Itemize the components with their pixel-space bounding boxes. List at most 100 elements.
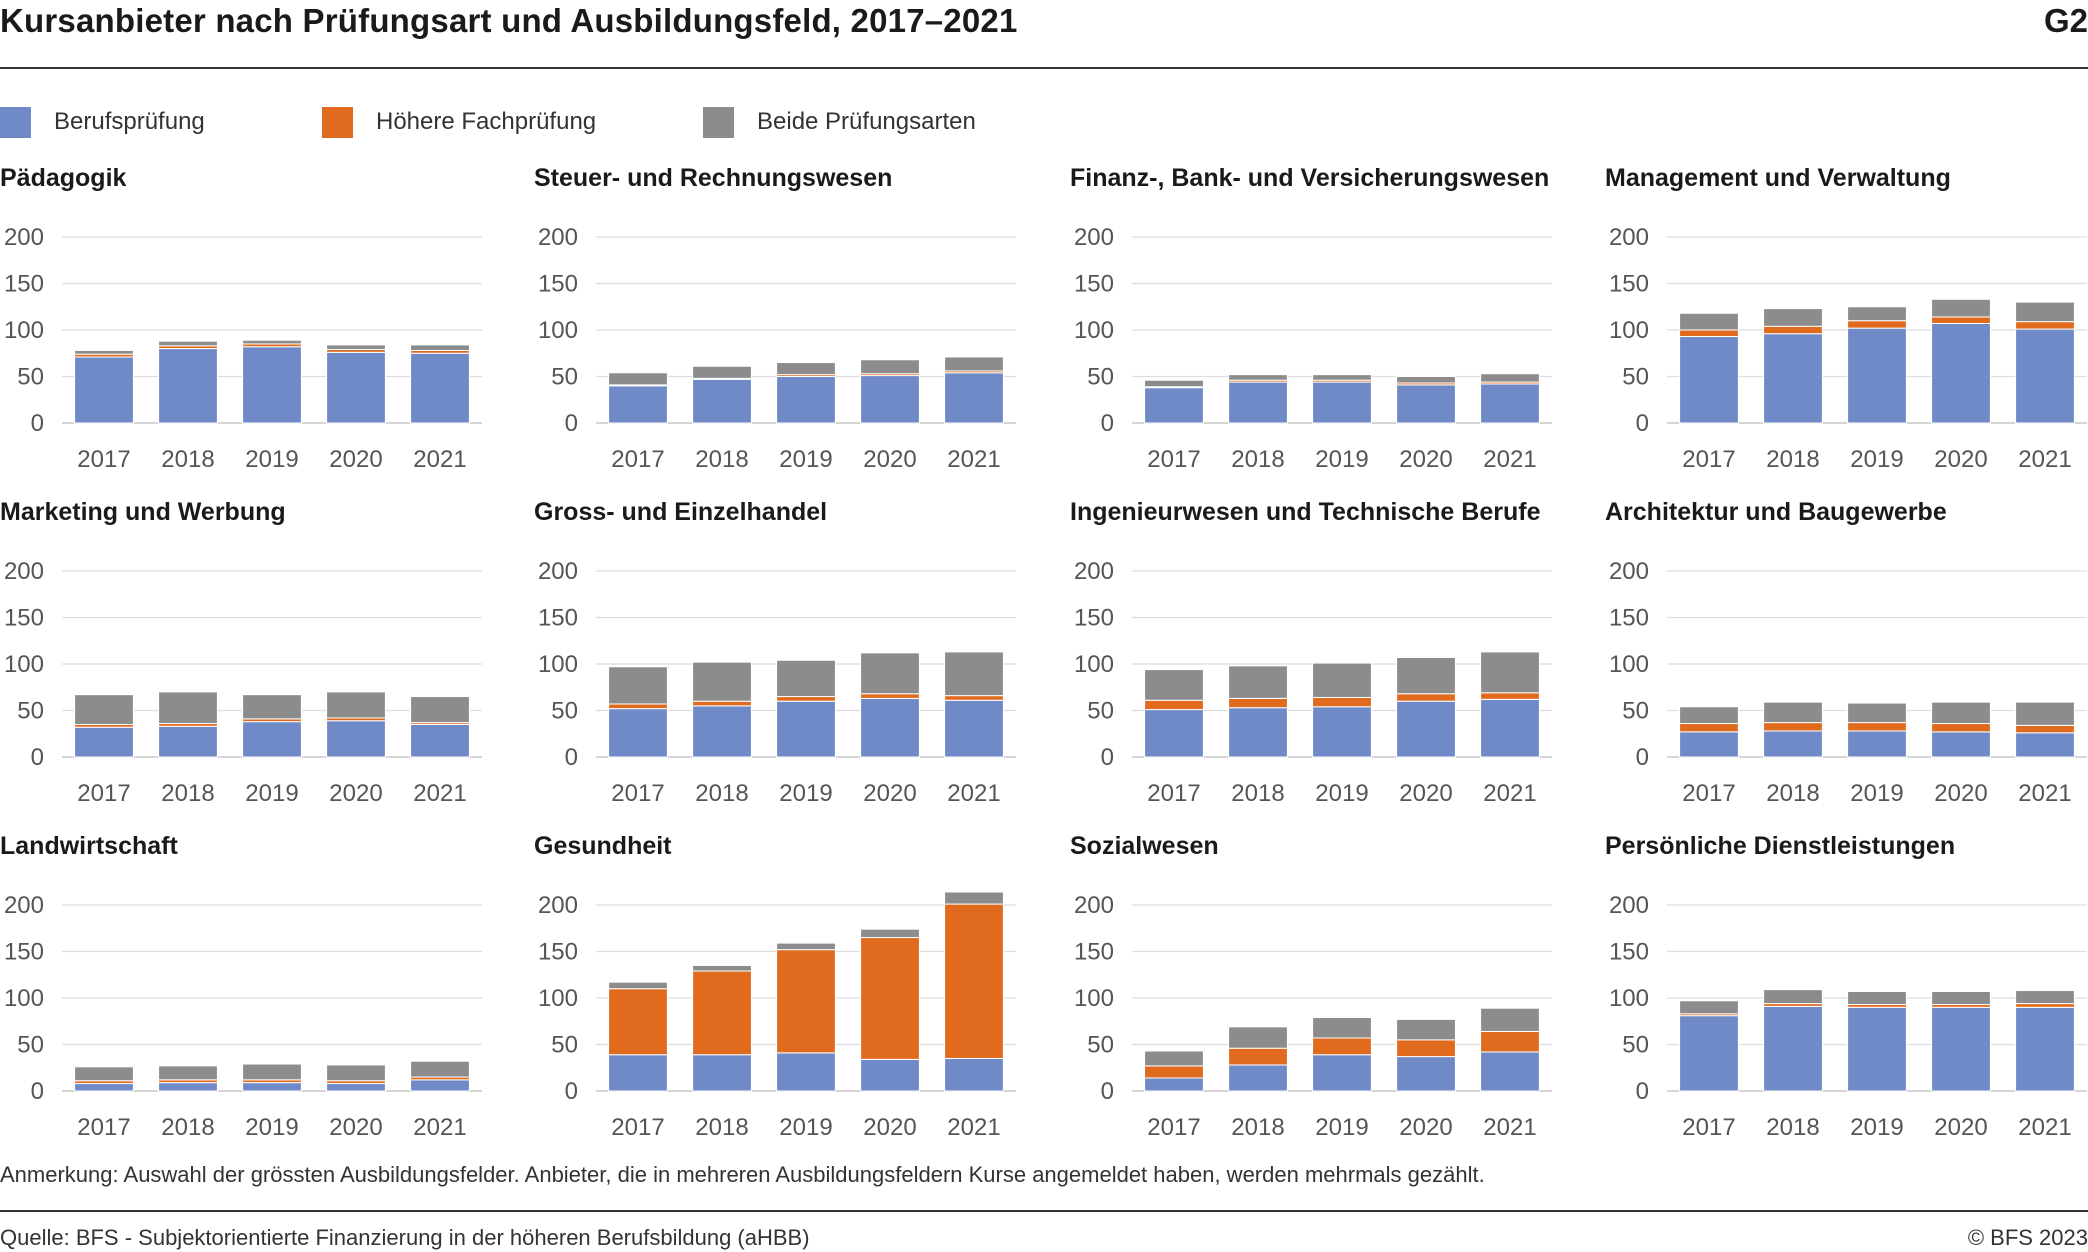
panel-gesundheit: Gesundheit 0 50 100 150 200 2017 2018 2019 2020 20… [534,832,1016,1141]
bar-segment-berufspruefung [608,385,668,424]
x-tick-label: 2019 [1850,1114,1903,1141]
panel-ingenieurwesen-und-technische-berufe: Ingenieurwesen und Technische Berufe 0 50 1… [1070,498,1552,807]
x-tick-label: 2019 [779,1114,832,1141]
x-tick-label: 2020 [1934,446,1987,473]
bar-segment-beide-pruefungsarten [1312,662,1372,698]
x-tick-label: 2021 [947,446,1000,473]
bar-segment-beide-pruefungsarten [2015,990,2075,1005]
panel-architektur-und-baugewerbe: Architektur und Baugewerbe 0 50 100 150 200 20… [1605,498,2087,807]
y-tick-label: 200 [1074,224,1114,251]
bar-segment-beide-pruefungsarten [410,1060,470,1078]
bar-segment-berufspruefung [776,1052,836,1092]
x-tick-label: 2019 [779,780,832,807]
bar-segment-beide-pruefungsarten [1763,989,1823,1005]
bar-segment-berufspruefung [1679,731,1739,758]
bar-segment-berufspruefung [1480,698,1540,758]
bar-segment-berufspruefung [776,700,836,758]
legend-item-beide-pruefungsarten: Beide Prüfungsarten [703,104,976,140]
x-tick-label: 2021 [413,1114,466,1141]
bar-segment-berufspruefung [1763,333,1823,424]
bar-segment-berufspruefung [860,697,920,758]
bar-segment-beide-pruefungsarten [410,344,470,351]
x-tick-label: 2017 [77,446,130,473]
x-tick-label: 2021 [1483,446,1536,473]
bar-segment-berufspruefung [692,705,752,758]
y-tick-label: 100 [538,317,578,344]
bar-segment-beide-pruefungsarten [2015,301,2075,323]
bar-segment-berufspruefung [1144,709,1204,758]
bar-segment-beide-pruefungsarten [776,659,836,698]
x-tick-label: 2017 [611,1114,664,1141]
bar-segment-hoehere-fachpruefung [860,937,920,1060]
bar-segment-berufspruefung [242,1082,302,1092]
bar-segment-berufspruefung [1480,383,1540,424]
y-tick-label: 200 [538,224,578,251]
bar-segment-beide-pruefungsarten [74,694,134,725]
bar-segment-hoehere-fachpruefung [860,693,920,699]
x-tick-label: 2021 [1483,1114,1536,1141]
bar-segment-berufspruefung [2015,328,2075,424]
y-tick-label: 0 [565,410,578,437]
bar-segment-berufspruefung [326,351,386,424]
bar-segment-beide-pruefungsarten [1931,298,1991,318]
bar-segment-beide-pruefungsarten [608,666,668,705]
bar-segment-beide-pruefungsarten [242,1063,302,1081]
bar-segment-hoehere-fachpruefung [1679,329,1739,338]
bar-segment-beide-pruefungsarten [326,691,386,719]
panel-gross-und-einzelhandel: Gross- und Einzelhandel 0 50 100 150 200 2017 2… [534,498,1016,807]
x-tick-label: 2019 [245,446,298,473]
y-tick-label: 150 [538,939,578,966]
bar-segment-berufspruefung [410,1079,470,1092]
bar-segment-hoehere-fachpruefung [1312,1037,1372,1056]
panel-marketing-und-werbung: Marketing und Werbung 0 50 100 150 200 2017 201… [0,498,482,807]
bar-segment-berufspruefung [1228,1064,1288,1092]
bar-segment-beide-pruefungsarten [860,652,920,695]
footnote: Anmerkung: Auswahl der grössten Ausbildu… [0,1162,1485,1187]
bar-segment-beide-pruefungsarten [1679,312,1739,331]
panel-persoenliche-dienstleistungen: Persönliche Dienstleistungen 0 50 100 150 200… [1605,832,2087,1141]
x-tick-label: 2019 [779,446,832,473]
bar-segment-beide-pruefungsarten [242,694,302,720]
x-tick-label: 2019 [1315,1114,1368,1141]
bar-segment-beide-pruefungsarten [1679,706,1739,725]
bar-segment-berufspruefung [1228,381,1288,424]
bar-segment-hoehere-fachpruefung [2015,321,2075,330]
bar-segment-beide-pruefungsarten [1144,669,1204,701]
x-tick-label: 2020 [1934,780,1987,807]
y-tick-label: 100 [1074,985,1114,1012]
x-tick-label: 2019 [245,780,298,807]
bar-segment-berufspruefung [326,720,386,758]
bar-segment-beide-pruefungsarten [776,942,836,951]
bar-segment-beide-pruefungsarten [1312,1017,1372,1039]
panel-title: Management und Verwaltung [1605,164,1951,192]
bar-segment-berufspruefung [1763,1005,1823,1092]
bar-segment-hoehere-fachpruefung [1228,1047,1288,1066]
bar-segment-hoehere-fachpruefung [776,949,836,1054]
panel-title: Architektur und Baugewerbe [1605,498,1947,526]
x-tick-label: 2017 [611,780,664,807]
bar-segment-beide-pruefungsarten [1228,1026,1288,1049]
bar-segment-hoehere-fachpruefung [1396,693,1456,702]
panel-title: Pädagogik [0,164,127,192]
source: Quelle: BFS - Subjektorientierte Finanzi… [0,1225,810,1250]
y-tick-label: 150 [1609,271,1649,298]
x-tick-label: 2017 [77,1114,130,1141]
bar-segment-hoehere-fachpruefung [1847,722,1907,732]
bar-segment-berufspruefung [1480,1051,1540,1092]
x-tick-label: 2021 [2018,1114,2071,1141]
bar-segment-hoehere-fachpruefung [608,703,668,710]
legend-item-berufspruefung: Berufsprüfung [0,104,205,140]
y-tick-label: 50 [17,364,44,391]
panel-title: Gross- und Einzelhandel [534,498,827,526]
bar-segment-beide-pruefungsarten [608,981,668,990]
bar-segment-hoehere-fachpruefung [1931,316,1991,324]
x-tick-label: 2018 [1231,446,1284,473]
x-tick-label: 2018 [1231,1114,1284,1141]
y-tick-label: 50 [551,1032,578,1059]
bar-segment-berufspruefung [74,356,134,424]
y-tick-label: 50 [17,1032,44,1059]
graphic-number: G2 [2043,2,2088,39]
y-tick-label: 0 [31,410,44,437]
bar-segment-berufspruefung [1679,1015,1739,1092]
panel-title: Ingenieurwesen und Technische Berufe [1070,498,1541,526]
